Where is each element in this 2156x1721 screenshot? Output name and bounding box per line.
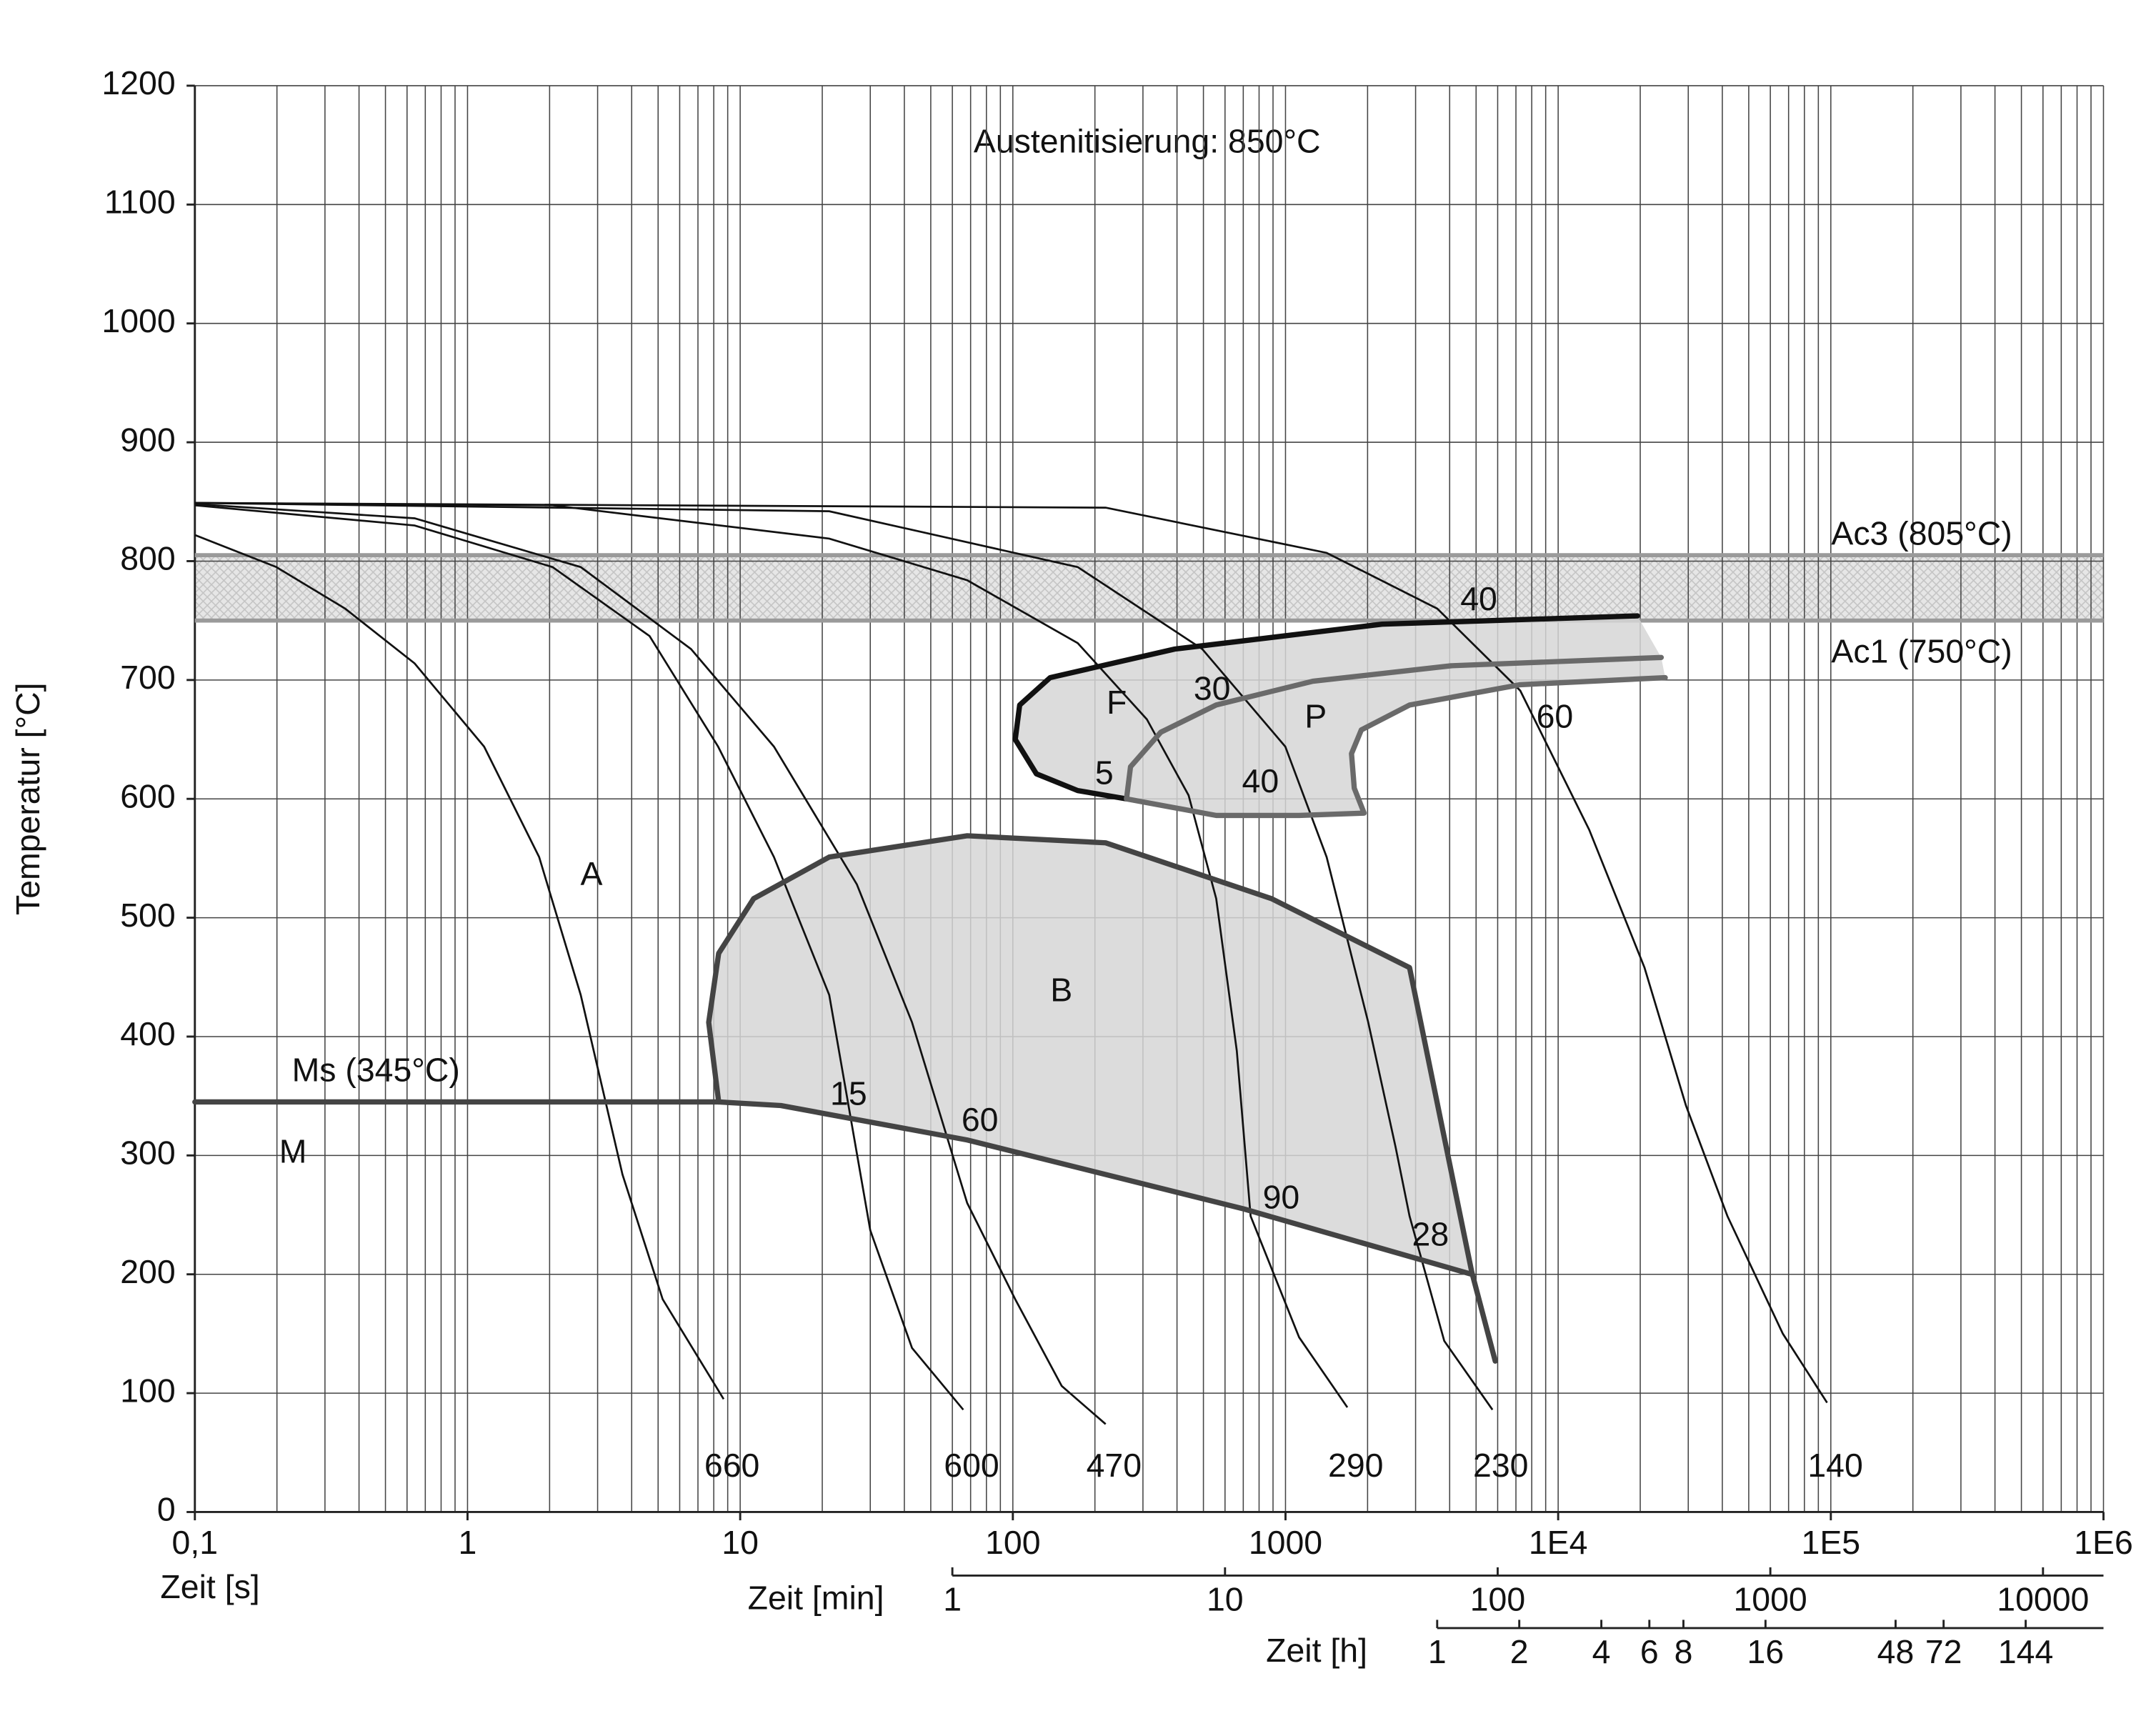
y-tick-label: 1100 (104, 184, 176, 221)
phase-region (1126, 657, 1666, 816)
y-tick-label: 200 (120, 1253, 175, 1290)
annotation: 5 (1095, 754, 1114, 792)
y-tick-label: 0 (157, 1491, 176, 1528)
secondary-tick-label: 2 (1510, 1633, 1529, 1670)
y-tick-label: 300 (120, 1134, 175, 1172)
secondary-tick-label: 10 (1207, 1580, 1244, 1617)
phase-boundary (706, 833, 1498, 1364)
x-tick-label: 0,1 (172, 1524, 219, 1561)
x-tick-label: 1E5 (1802, 1524, 1861, 1561)
secondary-tick-label: 144 (1998, 1633, 2053, 1670)
phase-region (709, 835, 1472, 1272)
secondary-tick-label: 1000 (1733, 1580, 1807, 1617)
annotation: 30 (1194, 670, 1231, 707)
annotation: 28 (1412, 1216, 1449, 1253)
secondary-tick-label: 1 (1428, 1633, 1447, 1670)
secondary-tick-label: 48 (1877, 1633, 1915, 1670)
critical-temperature-label: Ac1 (750°C) (1831, 632, 2012, 669)
secondary-axis-label: Zeit [h] (1266, 1632, 1367, 1669)
y-tick-label: 900 (120, 421, 175, 458)
phase-boundary (1124, 654, 1665, 802)
curve-label: 140 (1807, 1447, 1862, 1484)
transformation-band (194, 555, 2104, 621)
phase-label: B (1050, 971, 1072, 1008)
y-tick-label: 800 (120, 540, 175, 577)
curve-label: 290 (1328, 1447, 1383, 1484)
critical-temperature-label: Ac3 (805°C) (1831, 514, 2012, 552)
secondary-tick-label: 10000 (1997, 1580, 2089, 1617)
chart-title: Austenitisierung: 850°C (974, 122, 1321, 159)
x-tick-label: 100 (985, 1524, 1040, 1561)
annotation: 60 (962, 1101, 999, 1138)
annotation: A (581, 855, 603, 892)
phase-boundary (1124, 674, 1668, 819)
secondary-tick-label: 72 (1925, 1633, 1962, 1670)
curve-label: 600 (944, 1447, 999, 1484)
cooling-curve (194, 502, 1828, 1404)
y-tick-label: 1200 (101, 64, 175, 101)
cooling-curve (194, 504, 964, 1411)
y-tick-label: 400 (120, 1015, 175, 1052)
secondary-tick-label: 16 (1747, 1633, 1785, 1670)
cooling-curve (194, 502, 1349, 1408)
y-tick-label: 700 (120, 659, 175, 696)
y-tick-label: 1000 (101, 302, 175, 339)
phase-boundary (192, 1099, 1474, 1277)
x-tick-label: 10 (722, 1524, 759, 1561)
annotation: 60 (1537, 697, 1574, 734)
y-tick-label: 500 (120, 897, 175, 934)
phase-label: F (1107, 684, 1127, 721)
annotation: 90 (1263, 1179, 1300, 1216)
secondary-tick-label: 8 (1675, 1633, 1693, 1670)
annotation: M (279, 1133, 307, 1170)
curve-label: 230 (1473, 1447, 1528, 1484)
x-tick-label: 1E6 (2074, 1524, 2133, 1561)
secondary-tick-label: 100 (1470, 1580, 1525, 1617)
secondary-tick-label: 1 (943, 1580, 962, 1617)
phase-boundary (1012, 613, 1640, 802)
annotation: 40 (1460, 580, 1497, 617)
x-tick-label: 1000 (1249, 1524, 1322, 1561)
y-tick-label: 100 (120, 1372, 175, 1409)
secondary-tick-label: 4 (1592, 1633, 1611, 1670)
curve-label: 660 (704, 1447, 759, 1484)
secondary-axis-label: Zeit [min] (748, 1580, 884, 1617)
cooling-curve (194, 503, 1107, 1425)
x-axis-label: Zeit [s] (160, 1568, 259, 1605)
cooling-curve (194, 534, 725, 1400)
x-tick-label: 1E4 (1529, 1524, 1588, 1561)
boundary-label: Ms (345°C) (292, 1052, 460, 1089)
y-axis-label: Temperatur [°C] (9, 682, 46, 915)
secondary-tick-label: 6 (1640, 1633, 1659, 1670)
annotation: 40 (1242, 762, 1279, 799)
curve-label: 470 (1087, 1447, 1142, 1484)
phase-label: P (1304, 697, 1327, 734)
annotation: 15 (830, 1074, 867, 1112)
y-tick-label: 600 (120, 777, 175, 814)
x-tick-label: 1 (459, 1524, 477, 1561)
